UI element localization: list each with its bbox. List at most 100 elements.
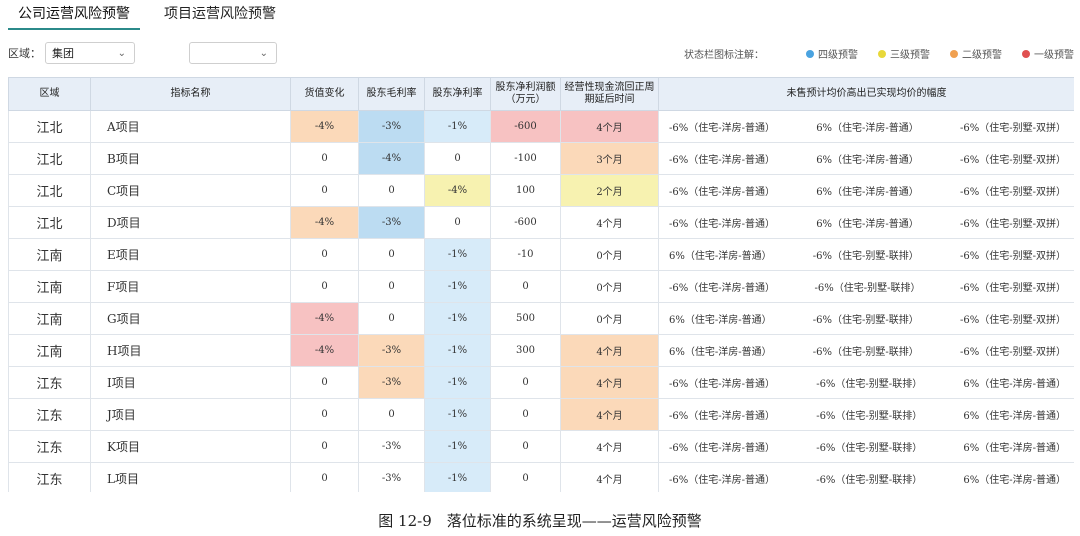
cell-net-profit: -100 xyxy=(490,142,561,175)
cell-region: 江东 xyxy=(8,430,91,463)
price-premium-item: 6%（住宅-洋房-普通） xyxy=(963,379,1066,390)
table-row[interactable]: 江北 A项目 -4% -3% -1% -600 4个月 -6%（住宅-洋房-普通） 6%（住宅-… xyxy=(8,110,1074,143)
cell-region: 江东 xyxy=(8,398,91,431)
price-premium-item: -6%（住宅-洋房-普通） xyxy=(669,155,776,166)
price-premium-item: -6%（住宅-洋房-普通） xyxy=(669,187,776,198)
cell-net-profit: -10 xyxy=(490,238,561,271)
table-row[interactable]: 江南 H项目 -4% -3% -1% 300 4个月 6%（住宅-洋房-普通） -6%（住宅-别… xyxy=(8,334,1074,367)
cell-value-change: 0 xyxy=(290,142,359,175)
cell-value-change: -4% xyxy=(290,302,359,335)
region-select[interactable]: 集团 ⌄ xyxy=(45,42,135,64)
table-row[interactable]: 江南 E项目 0 0 -1% -10 0个月 6%（住宅-洋房-普通） -6%（住宅-别墅-联排… xyxy=(8,238,1074,271)
price-premium-item: -6%（住宅-洋房-普通） xyxy=(669,379,776,390)
header-cashflow-delay: 经营性现金流回正周期延后时间 xyxy=(560,77,659,111)
table-row[interactable]: 江北 C项目 0 0 -4% 100 2个月 -6%（住宅-洋房-普通） 6%（住宅-洋房-普通… xyxy=(8,174,1074,207)
cell-indicator-name: H项目 xyxy=(90,334,291,367)
legend-item: 三级预警 xyxy=(878,46,930,61)
price-premium-item: 6%（住宅-洋房-普通） xyxy=(669,315,772,326)
price-premium-item: 6%（住宅-洋房-普通） xyxy=(963,411,1066,422)
cell-region: 江北 xyxy=(8,142,91,175)
price-premium-item: 6%（住宅-洋房-普通） xyxy=(963,475,1066,486)
cell-cashflow-delay: 4个月 xyxy=(560,206,659,239)
price-premium-item: -6%（住宅-别墅-双拼） xyxy=(959,315,1066,326)
cell-net-margin: -1% xyxy=(424,430,491,463)
header-region: 区域 xyxy=(8,77,91,111)
table-row[interactable]: 江南 G项目 -4% 0 -1% 500 0个月 6%（住宅-洋房-普通） -6%（住宅-别墅-… xyxy=(8,302,1074,335)
status-dot-icon xyxy=(1022,49,1030,58)
cell-cashflow-delay: 0个月 xyxy=(560,302,659,335)
price-premium-item: -6%（住宅-别墅-双拼） xyxy=(959,283,1066,294)
cell-net-profit: 0 xyxy=(490,398,561,431)
price-premium-item: 6%（住宅-洋房-普通） xyxy=(963,443,1066,454)
cell-net-margin: 0 xyxy=(424,206,491,239)
cell-price-premium: -6%（住宅-洋房-普通） 6%（住宅-洋房-普通） -6%（住宅-别墅-双拼） xyxy=(658,206,1074,239)
price-premium-item: -6%（住宅-别墅-联排） xyxy=(812,251,919,262)
cell-net-margin: -1% xyxy=(424,110,491,143)
price-premium-item: -6%（住宅-洋房-普通） xyxy=(669,123,776,134)
status-dot-icon xyxy=(950,49,958,58)
price-premium-item: -6%（住宅-别墅-双拼） xyxy=(959,219,1066,230)
cell-indicator-name: D项目 xyxy=(90,206,291,239)
cell-cashflow-delay: 0个月 xyxy=(560,270,659,303)
cell-indicator-name: A项目 xyxy=(90,110,291,143)
price-premium-item: 6%（住宅-洋房-普通） xyxy=(816,187,919,198)
price-premium-item: -6%（住宅-别墅-联排） xyxy=(816,379,923,390)
cell-region: 江南 xyxy=(8,270,91,303)
table-row[interactable]: 江南 F项目 0 0 -1% 0 0个月 -6%（住宅-洋房-普通） -6%（住宅-别墅-联排）… xyxy=(8,270,1074,303)
cell-gross-margin: 0 xyxy=(358,302,425,335)
cell-cashflow-delay: 4个月 xyxy=(560,462,659,492)
legend-label: 一级预警 xyxy=(1034,50,1074,61)
cell-net-margin: 0 xyxy=(424,142,491,175)
cell-net-profit: 300 xyxy=(490,334,561,367)
cell-net-margin: -1% xyxy=(424,366,491,399)
cell-gross-margin: -4% xyxy=(358,142,425,175)
price-premium-item: 6%（住宅-洋房-普通） xyxy=(669,347,772,358)
price-premium-item: 6%（住宅-洋房-普通） xyxy=(816,155,919,166)
table-row[interactable]: 江北 B项目 0 -4% 0 -100 3个月 -6%（住宅-洋房-普通） 6%（住宅-洋房-普… xyxy=(8,142,1074,175)
price-premium-item: -6%（住宅-别墅-双拼） xyxy=(959,155,1066,166)
status-dot-icon xyxy=(878,49,886,58)
table-row[interactable]: 江东 J项目 0 0 -1% 0 4个月 -6%（住宅-洋房-普通） -6%（住宅-别墅-联排）… xyxy=(8,398,1074,431)
price-premium-item: -6%（住宅-洋房-普通） xyxy=(669,443,776,454)
cell-region: 江北 xyxy=(8,174,91,207)
cell-price-premium: -6%（住宅-洋房-普通） 6%（住宅-洋房-普通） -6%（住宅-别墅-双拼） xyxy=(658,110,1074,143)
price-premium-item: -6%（住宅-洋房-普通） xyxy=(669,475,776,486)
legend-item: 四级预警 xyxy=(806,46,858,61)
cell-region: 江南 xyxy=(8,238,91,271)
price-premium-item: -6%（住宅-别墅-双拼） xyxy=(959,347,1066,358)
secondary-select[interactable]: ⌄ xyxy=(189,42,277,64)
cell-net-margin: -1% xyxy=(424,238,491,271)
cell-gross-margin: -3% xyxy=(358,110,425,143)
cell-gross-margin: 0 xyxy=(358,270,425,303)
table-row[interactable]: 江北 D项目 -4% -3% 0 -600 4个月 -6%（住宅-洋房-普通） 6%（住宅-洋房… xyxy=(8,206,1074,239)
cell-gross-margin: 0 xyxy=(358,174,425,207)
chevron-down-icon: ⌄ xyxy=(117,47,126,59)
tab-project-risk[interactable]: 项目运营风险预警 xyxy=(164,6,276,22)
cell-cashflow-delay: 4个月 xyxy=(560,398,659,431)
cell-indicator-name: C项目 xyxy=(90,174,291,207)
table-row[interactable]: 江东 L项目 0 -3% -1% 0 4个月 -6%（住宅-洋房-普通） -6%（住宅-别墅-联… xyxy=(8,462,1074,492)
cell-price-premium: -6%（住宅-洋房-普通） -6%（住宅-别墅-联排） 6%（住宅-洋房-普通） xyxy=(658,366,1074,399)
status-dot-icon xyxy=(806,49,814,58)
cell-cashflow-delay: 3个月 xyxy=(560,142,659,175)
table-row[interactable]: 江东 K项目 0 -3% -1% 0 4个月 -6%（住宅-洋房-普通） -6%（住宅-别墅-联… xyxy=(8,430,1074,463)
filter-bar: 区域： 集团 ⌄ ⌄ xyxy=(8,41,277,65)
cell-value-change: 0 xyxy=(290,238,359,271)
cell-value-change: -4% xyxy=(290,334,359,367)
cell-gross-margin: -3% xyxy=(358,462,425,492)
cell-region: 江东 xyxy=(8,462,91,492)
figure-caption: 图 12-9 落位标准的系统呈现——运营风险预警 xyxy=(378,512,702,530)
cell-cashflow-delay: 4个月 xyxy=(560,430,659,463)
cell-indicator-name: F项目 xyxy=(90,270,291,303)
tab-company-risk[interactable]: 公司运营风险预警 xyxy=(8,0,140,30)
cell-price-premium: 6%（住宅-洋房-普通） -6%（住宅-别墅-联排） -6%（住宅-别墅-双拼） xyxy=(658,302,1074,335)
cell-gross-margin: 0 xyxy=(358,238,425,271)
price-premium-item: -6%（住宅-洋房-普通） xyxy=(669,411,776,422)
cell-value-change: -4% xyxy=(290,206,359,239)
price-premium-item: -6%（住宅-别墅-联排） xyxy=(812,315,919,326)
cell-net-profit: 0 xyxy=(490,366,561,399)
table-row[interactable]: 江东 I项目 0 -3% -1% 0 4个月 -6%（住宅-洋房-普通） -6%（住宅-别墅-联… xyxy=(8,366,1074,399)
status-legend: 状态栏图标注解： 四级预警 三级预警 二级预警 一级预警 xyxy=(684,46,1074,61)
price-premium-item: -6%（住宅-别墅-双拼） xyxy=(959,187,1066,198)
cell-price-premium: -6%（住宅-洋房-普通） 6%（住宅-洋房-普通） -6%（住宅-别墅-双拼） xyxy=(658,174,1074,207)
